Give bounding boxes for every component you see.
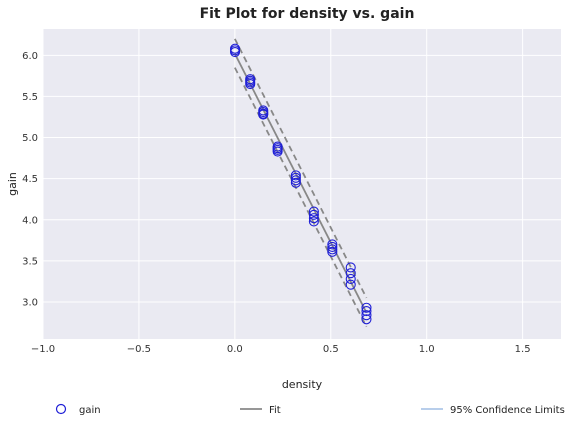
x-tick-label: 0.0 — [227, 344, 243, 355]
data-points — [229, 43, 372, 325]
data-point — [361, 314, 372, 325]
data-point — [290, 177, 301, 188]
data-point — [290, 170, 301, 181]
y-tick-label: 4.0 — [22, 215, 38, 226]
data-point — [327, 239, 338, 250]
y-tick-label: 6.0 — [22, 51, 38, 62]
legend-label-fit: Fit — [269, 405, 281, 416]
y-axis-label: gain — [6, 172, 19, 196]
data-point — [290, 172, 301, 183]
chart-title: Fit Plot for density vs. gain — [200, 6, 415, 22]
data-point — [308, 216, 319, 227]
data-point — [272, 146, 283, 157]
data-point — [361, 310, 372, 321]
x-tick-label: 1.5 — [515, 344, 531, 355]
data-point — [327, 246, 338, 257]
data-point — [308, 209, 319, 220]
data-point — [290, 175, 301, 186]
legend-label-confidence: 95% Confidence Limits — [450, 405, 565, 416]
y-tick-label: 4.5 — [22, 174, 38, 185]
data-point — [308, 206, 319, 217]
y-axis-ticks: 3.0 3.5 4.0 4.5 5.0 5.5 6.0 — [22, 51, 38, 309]
x-axis-ticks: −1.0 −0.5 0.0 0.5 1.0 1.5 — [31, 344, 531, 355]
confidence-upper-line — [234, 38, 368, 299]
x-tick-label: −1.0 — [31, 344, 55, 355]
data-point — [308, 213, 319, 224]
data-point — [361, 305, 372, 317]
data-point — [229, 46, 241, 58]
data-point — [327, 244, 338, 255]
confidence-lower-line — [234, 67, 368, 328]
data-point — [361, 302, 372, 313]
x-tick-label: 0.5 — [323, 344, 339, 355]
legend: gain Fit 95% Confidence Limits — [55, 403, 565, 416]
legend-marker-gain — [55, 403, 67, 415]
data-point — [345, 262, 356, 273]
data-point — [327, 241, 338, 252]
data-point — [345, 268, 356, 279]
data-point — [245, 79, 256, 90]
data-point — [345, 273, 356, 285]
x-tick-label: 1.0 — [419, 344, 435, 355]
y-tick-label: 5.5 — [22, 92, 38, 103]
confidence-limit-lines — [234, 38, 368, 328]
data-point — [258, 109, 269, 120]
y-tick-label: 3.5 — [22, 256, 38, 267]
x-axis-label: density — [282, 378, 323, 391]
x-tick-label: −0.5 — [127, 344, 151, 355]
data-point — [345, 279, 356, 290]
grid-lines — [42, 29, 561, 339]
y-tick-label: 3.0 — [22, 297, 38, 308]
legend-label-gain: gain — [79, 405, 101, 416]
y-tick-label: 5.0 — [22, 133, 38, 144]
